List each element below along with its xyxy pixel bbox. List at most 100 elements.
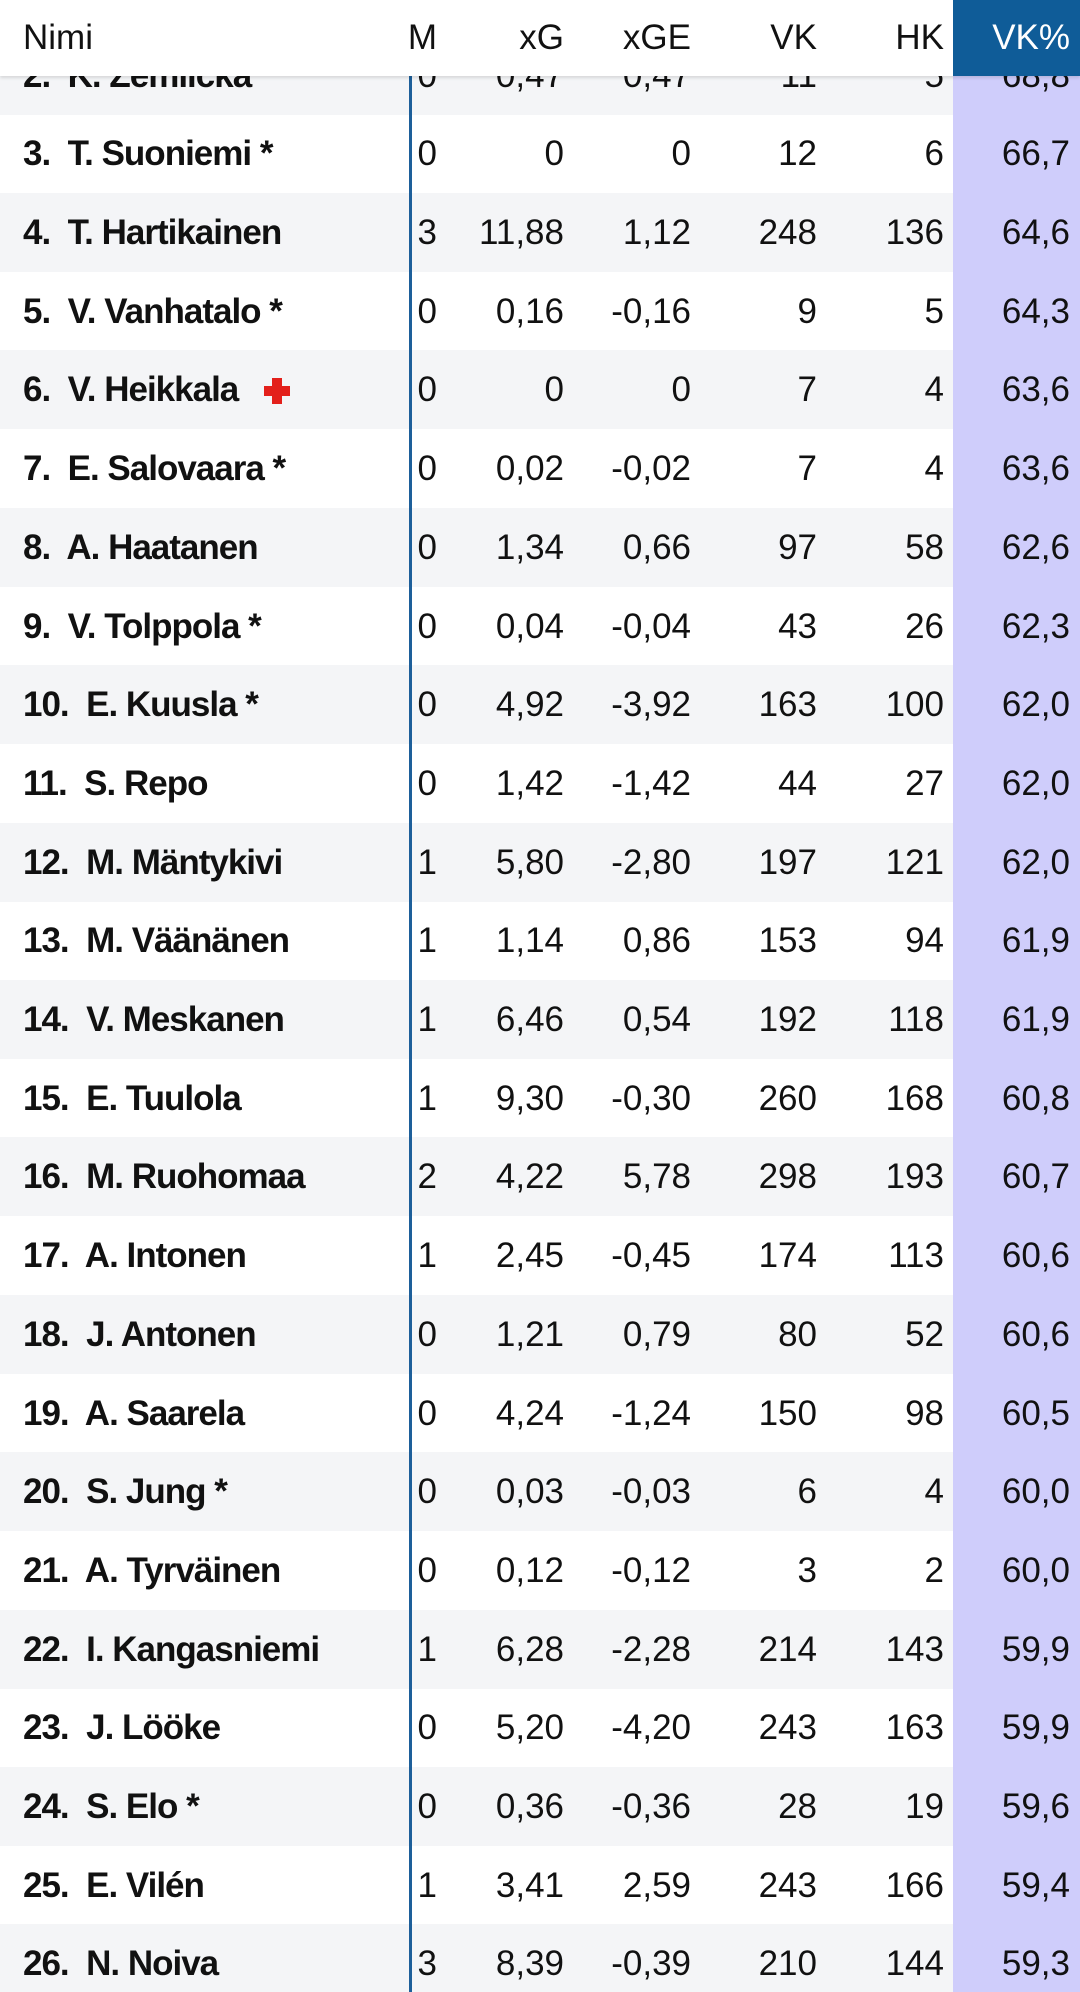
table-row: 21. A. Tyrväinen 0 0,12 -0,12 3 2 60,0 <box>0 1531 1080 1610</box>
player-name: 25. E. Vilén <box>23 1865 205 1905</box>
stat-cell: 0 <box>417 527 437 567</box>
stat-cell: 5,78 <box>622 1157 691 1197</box>
stat-cell: 113 <box>888 1236 944 1276</box>
stat-cell: 243 <box>758 1708 817 1748</box>
table-row: 10. E. Kuusla * 0 4,92 -3,92 163 100 62,0 <box>0 665 1080 745</box>
table-row: 6. V. Heikkala 0 0 0 7 4 63,6 <box>0 350 1080 430</box>
stat-cell: 150 <box>758 1393 817 1433</box>
stat-cell: -0,12 <box>611 1550 691 1590</box>
player-name: 14. V. Meskanen <box>23 1000 285 1040</box>
stat-cell: -0,03 <box>611 1472 691 1512</box>
stat-cell: 28 <box>778 1787 817 1827</box>
stat-cell: 63,6 <box>1001 449 1070 489</box>
stat-cell: 62,0 <box>1001 685 1070 725</box>
stat-cell: 1,42 <box>495 763 564 803</box>
stat-cell: 7 <box>797 449 817 489</box>
stat-cell: 62,0 <box>1001 763 1070 803</box>
stat-cell: 0 <box>544 370 564 410</box>
stat-cell: 4 <box>924 1472 944 1512</box>
stat-cell: 1 <box>417 1000 437 1040</box>
stat-cell: 0,02 <box>495 449 564 489</box>
stat-cell: 64,3 <box>1001 291 1070 331</box>
table-row: 26. N. Noiva 3 8,39 -0,39 210 144 59,3 <box>0 1924 1080 1992</box>
stat-cell: 0 <box>417 134 437 174</box>
stat-cell: 59,9 <box>1001 1629 1070 1669</box>
stat-cell: 11,88 <box>479 213 564 253</box>
header-cell: VK% <box>992 18 1070 57</box>
stat-cell: 0 <box>671 370 691 410</box>
stat-cell: 192 <box>758 1000 817 1040</box>
stat-cell: 0 <box>417 1787 437 1827</box>
stat-cell: 0,66 <box>622 527 691 567</box>
stat-cell: 298 <box>758 1157 817 1197</box>
stat-cell: 248 <box>758 213 817 253</box>
stat-cell: 9,30 <box>495 1078 564 1118</box>
header-cell: Nimi <box>23 18 93 57</box>
stat-cell: -4,20 <box>611 1708 691 1748</box>
stat-cell: 3,41 <box>495 1865 564 1905</box>
stat-cell: -2,80 <box>611 842 691 882</box>
column-divider <box>409 0 412 1992</box>
stat-cell: 121 <box>885 842 944 882</box>
stat-cell: 61,9 <box>1001 921 1070 961</box>
stat-cell: 80 <box>778 1314 817 1354</box>
stat-cell: 6,46 <box>495 1000 564 1040</box>
stat-cell: 0 <box>417 449 437 489</box>
stat-cell: 163 <box>758 685 817 725</box>
header-cell: xGE <box>622 18 691 57</box>
table-row: 8. A. Haatanen 0 1,34 0,66 97 58 62,6 <box>0 507 1080 587</box>
stat-cell: 60,8 <box>1001 1078 1070 1118</box>
player-name: 3. T. Suoniemi * <box>23 134 273 174</box>
stat-cell: 0 <box>544 134 564 174</box>
stat-cell: -0,16 <box>611 291 691 331</box>
stat-cell: 44 <box>778 763 817 803</box>
stat-cell: -1,24 <box>611 1393 691 1433</box>
stat-cell: 0,86 <box>622 921 691 961</box>
stat-cell: 0,12 <box>495 1550 564 1590</box>
stat-cell: 94 <box>905 921 944 961</box>
stat-cell: 2,59 <box>622 1865 691 1905</box>
stat-cell: 19 <box>905 1787 944 1827</box>
stat-cell: 0 <box>417 763 437 803</box>
table-row: 16. M. Ruohomaa 2 4,22 5,78 298 193 60,7 <box>0 1137 1080 1217</box>
table-row: 5. V. Vanhatalo * 0 0,16 -0,16 9 5 64,3 <box>0 272 1080 351</box>
player-name: 9. V. Tolppola * <box>23 606 262 646</box>
player-name: 11. S. Repo <box>23 763 208 803</box>
stat-cell: 1 <box>417 1865 437 1905</box>
header-cell: HK <box>895 18 944 57</box>
stat-cell: 4,22 <box>495 1157 564 1197</box>
stat-cell: 0,54 <box>622 1000 691 1040</box>
stat-cell: 64,6 <box>1001 213 1070 253</box>
player-name: 21. A. Tyrväinen <box>23 1550 281 1590</box>
player-name: 13. M. Väänänen <box>23 921 290 961</box>
stat-cell: 6,28 <box>495 1629 564 1669</box>
stat-cell: 0,16 <box>495 291 564 331</box>
stat-cell: 197 <box>758 842 817 882</box>
table-row: 20. S. Jung * 0 0,03 -0,03 6 4 60,0 <box>0 1452 1080 1532</box>
stat-cell: -0,36 <box>611 1787 691 1827</box>
stat-cell: 43 <box>778 606 817 646</box>
stat-cell: -3,92 <box>611 685 691 725</box>
stat-cell: 2 <box>924 1550 944 1590</box>
player-name: 4. T. Hartikainen <box>23 213 282 253</box>
table-row: 14. V. Meskanen 1 6,46 0,54 192 118 61,9 <box>0 980 1080 1060</box>
stat-cell: 66,7 <box>1001 134 1070 174</box>
stat-cell: 52 <box>905 1314 944 1354</box>
stat-cell: 0 <box>417 1708 437 1748</box>
stat-cell: 98 <box>905 1393 944 1433</box>
stat-cell: 210 <box>758 1944 817 1984</box>
stat-cell: 100 <box>885 685 944 725</box>
stat-cell: -0,02 <box>611 449 691 489</box>
stat-cell: 3 <box>417 1944 437 1984</box>
player-name: 12. M. Mäntykivi <box>23 842 283 882</box>
stat-cell: 0 <box>417 370 437 410</box>
header-cell: xG <box>519 18 564 57</box>
stat-cell: 1,34 <box>495 527 564 567</box>
stat-cell: 1 <box>417 921 437 961</box>
stat-cell: 63,6 <box>1001 370 1070 410</box>
stat-cell: -0,39 <box>611 1944 691 1984</box>
stat-cell: 59,9 <box>1001 1708 1070 1748</box>
stat-cell: 62,0 <box>1001 842 1070 882</box>
stat-cell: 59,4 <box>1001 1865 1070 1905</box>
